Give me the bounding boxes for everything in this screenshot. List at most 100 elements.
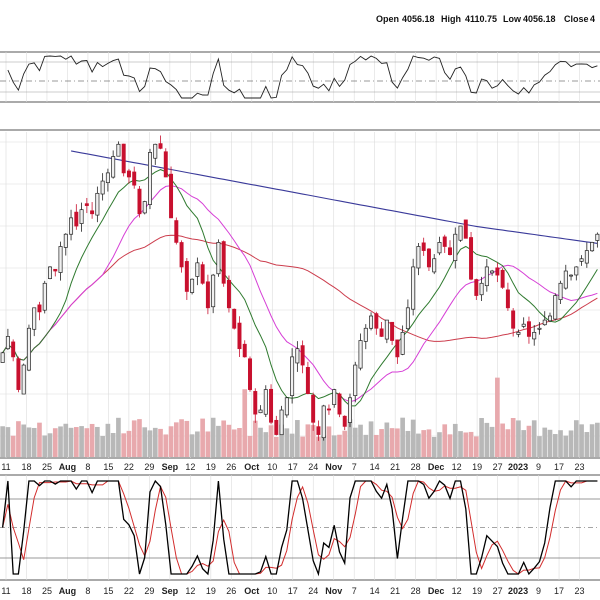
candle-body bbox=[321, 405, 326, 439]
candle-body bbox=[374, 313, 379, 329]
candle-body bbox=[353, 364, 358, 396]
low-label: Low bbox=[503, 14, 522, 24]
candle-body bbox=[442, 236, 447, 247]
candle-body bbox=[95, 192, 100, 216]
volume-bar bbox=[410, 419, 416, 457]
volume-bar bbox=[263, 432, 269, 457]
volume-bar bbox=[52, 428, 58, 457]
volume-bar bbox=[79, 426, 84, 457]
candle-body bbox=[111, 156, 116, 178]
volume-bar bbox=[316, 436, 321, 457]
open-label: Open bbox=[376, 14, 399, 24]
candle-body bbox=[384, 319, 389, 340]
moving-average-lines bbox=[2, 150, 598, 407]
volume-bar bbox=[216, 425, 221, 457]
candle-body bbox=[305, 367, 310, 395]
volume-bar bbox=[489, 426, 495, 457]
candle-body bbox=[584, 250, 589, 264]
volume-bar bbox=[468, 431, 474, 457]
candle-body bbox=[190, 278, 195, 293]
candle-body bbox=[479, 282, 484, 296]
candle-body bbox=[284, 397, 289, 416]
candle-body bbox=[437, 242, 442, 254]
candle-body bbox=[269, 388, 274, 423]
volume-bar bbox=[131, 420, 137, 457]
volume-bar bbox=[595, 422, 600, 457]
volume-bar bbox=[379, 429, 384, 457]
volume-bar bbox=[142, 427, 148, 457]
volume-bar bbox=[352, 427, 358, 457]
date-tick-label: 12 bbox=[452, 462, 462, 472]
volume-bar bbox=[73, 427, 79, 457]
date-tick-label: 12 bbox=[452, 586, 462, 596]
candle-body bbox=[311, 394, 316, 423]
candle-body bbox=[63, 233, 68, 248]
date-tick-label: Oct bbox=[244, 586, 259, 596]
candle-body bbox=[484, 266, 489, 287]
date-tick-label: 9 bbox=[536, 462, 541, 472]
date-tick-label: 27 bbox=[493, 586, 503, 596]
candle-body bbox=[21, 364, 26, 395]
candle-body bbox=[258, 409, 263, 414]
candle-body bbox=[411, 266, 416, 310]
close-value: 4 bbox=[590, 14, 595, 24]
candle-body bbox=[348, 397, 352, 423]
candle-body bbox=[90, 210, 95, 215]
volume-bar bbox=[195, 431, 200, 457]
candle-body bbox=[521, 323, 526, 327]
volume-bar bbox=[247, 435, 253, 457]
candle-body bbox=[184, 261, 189, 292]
volume-bar bbox=[400, 417, 405, 457]
date-tick-label: 19 bbox=[206, 586, 216, 596]
candle-body bbox=[416, 246, 421, 269]
volume-bar bbox=[442, 424, 448, 457]
ma-long-line bbox=[70, 150, 598, 244]
candle-body bbox=[574, 266, 579, 276]
candle-body bbox=[116, 143, 121, 157]
candle-body bbox=[332, 389, 337, 405]
volume-bar bbox=[242, 389, 248, 457]
candle-body bbox=[84, 203, 89, 206]
candle-body bbox=[221, 241, 226, 284]
volume-bar bbox=[452, 423, 458, 457]
volume-bar bbox=[179, 419, 184, 457]
date-tick-label: 8 bbox=[85, 462, 90, 472]
candle-body bbox=[132, 171, 137, 186]
volume-bar bbox=[447, 434, 453, 457]
date-tick-label: Nov bbox=[325, 462, 342, 472]
volume-bar bbox=[16, 421, 21, 457]
stochastic-indicator-panel bbox=[0, 479, 600, 577]
date-tick-label: 17 bbox=[288, 462, 298, 472]
date-tick-label: 15 bbox=[103, 462, 113, 472]
volume-bar bbox=[347, 419, 353, 457]
candle-body bbox=[195, 262, 200, 277]
volume-bar bbox=[37, 422, 42, 457]
candle-body bbox=[153, 143, 158, 159]
volume-bar bbox=[163, 434, 169, 457]
date-tick-label: 24 bbox=[308, 462, 318, 472]
candle-body bbox=[474, 279, 479, 296]
date-tick-label: 8 bbox=[85, 586, 90, 596]
candle-body bbox=[500, 269, 505, 288]
candle-body bbox=[405, 307, 410, 330]
volume-bar bbox=[158, 428, 163, 457]
date-tick-label: 10 bbox=[267, 586, 277, 596]
volume-bar bbox=[500, 423, 505, 457]
volume-bar bbox=[463, 432, 469, 457]
candle-body bbox=[290, 356, 295, 397]
candle-body bbox=[232, 308, 237, 329]
volume-bar bbox=[279, 424, 284, 457]
date-tick-label: 24 bbox=[308, 586, 318, 596]
candle-body bbox=[316, 426, 321, 435]
date-tick-label: 2023 bbox=[508, 586, 528, 596]
volume-bar bbox=[47, 433, 53, 457]
candle-body bbox=[11, 341, 16, 358]
candle-body bbox=[69, 217, 74, 235]
volume-bar bbox=[505, 429, 511, 457]
candle-body bbox=[553, 295, 558, 320]
volume-bar bbox=[68, 427, 74, 457]
candle-body bbox=[79, 209, 84, 224]
candle-body bbox=[42, 282, 47, 311]
volume-bar bbox=[526, 425, 532, 457]
volume-bar bbox=[5, 427, 11, 457]
